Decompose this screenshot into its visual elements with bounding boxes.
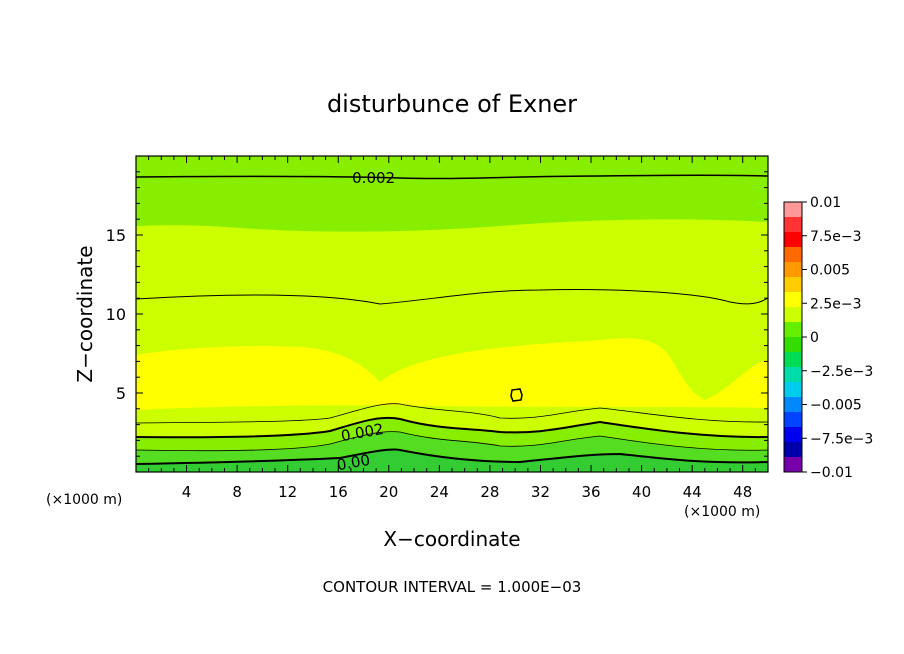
y-axis-label: Z−coordinate (73, 245, 97, 382)
colorbar-swatch (784, 367, 802, 383)
colorbar-swatch (784, 442, 802, 458)
plot-frame (135, 155, 769, 473)
contour-line (135, 416, 769, 439)
colorbar-swatch (784, 457, 802, 473)
contour-line (135, 403, 769, 424)
y-axis: 5 10 15 (106, 171, 768, 457)
x-axis-label: X−coordinate (383, 527, 520, 551)
x-tick-label: 12 (278, 483, 297, 501)
contour-loop (510, 388, 523, 402)
contour-label: 0.002 (352, 169, 395, 187)
x-tick-label: 48 (733, 483, 752, 501)
band-yellow (136, 338, 768, 410)
contour-line (135, 174, 769, 180)
colorbar-ticks: 0.01 7.5e−3 0.005 2.5e−3 0 −2.5e−3 −0.005 −7.5e… (802, 195, 873, 481)
colorbar-tick-label: 7.5e−3 (810, 229, 862, 245)
colorbar-swatch (784, 337, 802, 353)
colorbar-swatch (784, 202, 802, 218)
y-tick-label: 5 (116, 384, 126, 403)
colorbar-tick-label: −0.005 (810, 398, 862, 414)
x-tick-label: 32 (531, 483, 550, 501)
x-tick-label: 20 (379, 483, 398, 501)
colorbar-swatch (784, 262, 802, 278)
x-tick-label: 44 (683, 483, 702, 501)
y-tick-label: 15 (106, 226, 126, 245)
colorbar-swatches (784, 202, 802, 473)
contour-interval-footer: CONTOUR INTERVAL = 1.000E−03 (323, 578, 582, 596)
colorbar-tick-label: 2.5e−3 (810, 296, 862, 312)
colorbar-swatch (784, 307, 802, 323)
colorbar-swatch (784, 427, 802, 443)
x-axis: 4 8 12 16 20 24 28 32 36 40 44 48 (148, 156, 756, 501)
colorbar: 0.01 7.5e−3 0.005 2.5e−3 0 −2.5e−3 −0.005 −7.5e… (783, 195, 873, 481)
x-tick-label: 36 (581, 483, 600, 501)
colorbar-swatch (784, 277, 802, 293)
colorbar-tick-label: 0.01 (810, 195, 841, 211)
x-tick-label: 28 (480, 483, 499, 501)
x-tick-label: 4 (182, 483, 192, 501)
band-top (136, 156, 768, 232)
x-tick-label: 40 (632, 483, 651, 501)
x-tick-label: 24 (430, 483, 449, 501)
colorbar-tick-label: −7.5e−3 (810, 431, 873, 447)
chart-title: disturbunce of Exner (327, 90, 577, 118)
contour-lines (135, 174, 769, 465)
colorbar-tick-label: −2.5e−3 (810, 364, 873, 380)
colorbar-swatch (784, 352, 802, 368)
colorbar-swatch (784, 217, 802, 233)
colorbar-tick-label: 0.005 (810, 263, 850, 279)
x-tick-label: 8 (232, 483, 242, 501)
colorbar-swatch (784, 322, 802, 338)
x-tick-label: 16 (329, 483, 348, 501)
colorbar-swatch (784, 397, 802, 413)
colorbar-tick-label: −0.01 (810, 465, 853, 481)
x-unit-left: (×1000 m) (46, 492, 122, 508)
colorbar-swatch (784, 382, 802, 398)
colorbar-swatch (784, 292, 802, 308)
colorbar-tick-label: 0 (810, 330, 819, 346)
colorbar-swatch (784, 412, 802, 428)
contour-label: 0.00 (335, 451, 371, 475)
contour-line (135, 431, 769, 452)
x-unit-right: (×1000 m) (684, 504, 760, 520)
contour-line (135, 289, 769, 305)
colorbar-swatch (784, 232, 802, 248)
y-tick-label: 10 (106, 305, 126, 324)
contour-line (135, 448, 769, 465)
colorbar-swatch (784, 247, 802, 263)
